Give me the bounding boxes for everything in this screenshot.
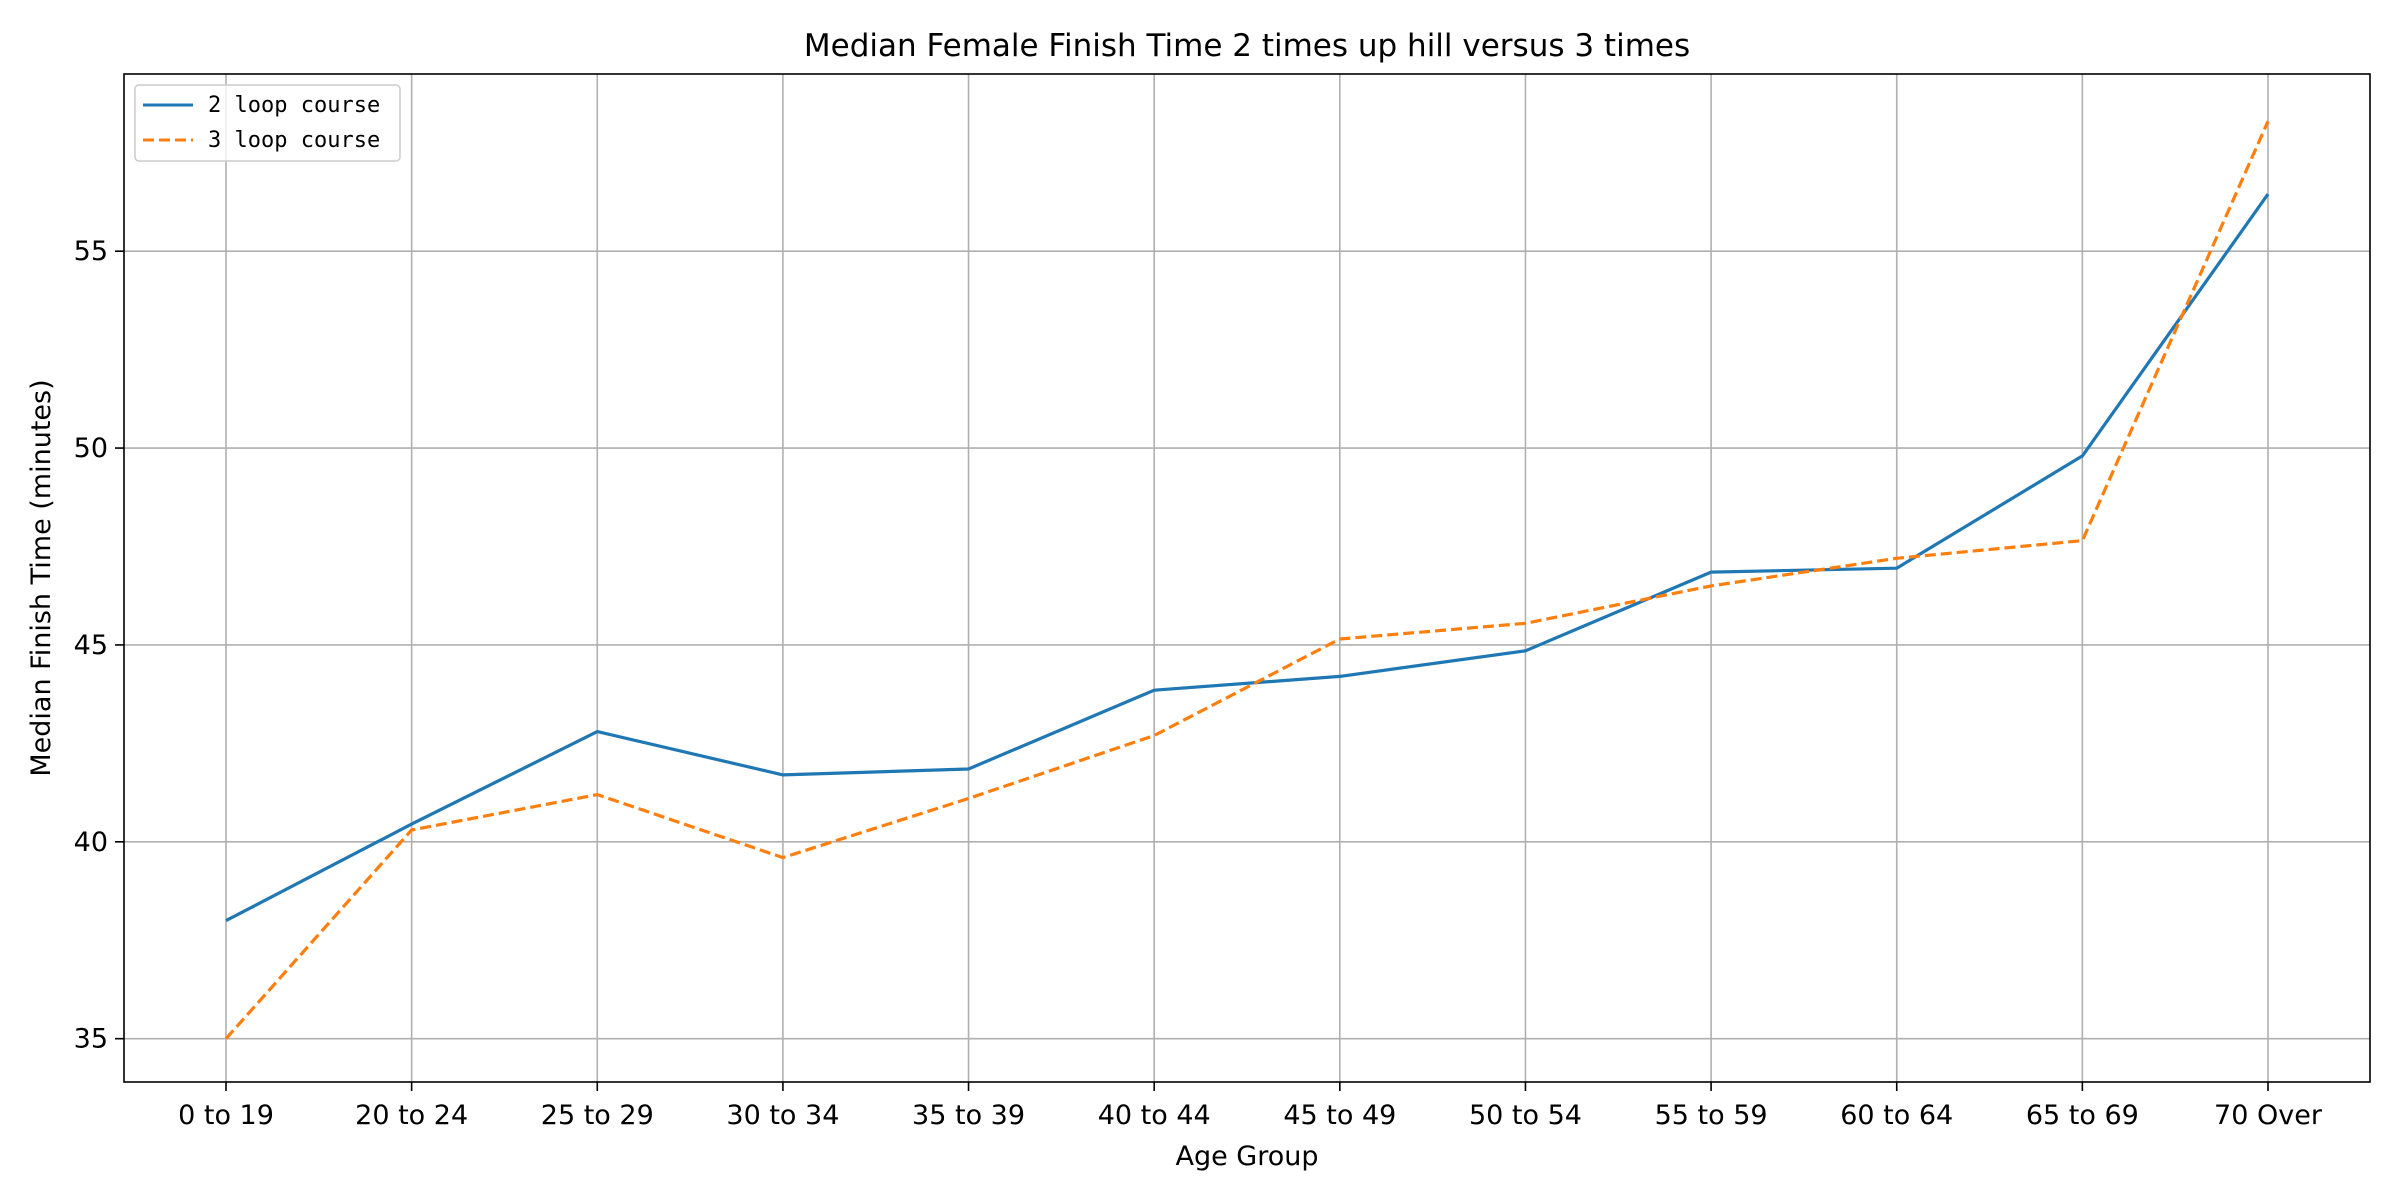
- y-tick-label: 35: [74, 1024, 108, 1055]
- x-tick-label: 60 to 64: [1840, 1100, 1953, 1131]
- legend-label-2-loop: 2 loop course: [208, 93, 380, 118]
- x-tick-label: 70 Over: [2214, 1100, 2323, 1131]
- axis-ticks: 0 to 19 20 to 24 25 to 29 30 to 34 35 to 39 4…: [74, 236, 2323, 1131]
- x-tick-label: 55 to 59: [1655, 1100, 1768, 1131]
- chart-title: Median Female Finish Time 2 times up hil…: [804, 28, 1690, 64]
- legend: 2 loop course 3 loop course: [134, 84, 401, 162]
- y-tick-label: 50: [74, 433, 108, 464]
- plot-frame: [123, 73, 2371, 1083]
- y-tick-label: 45: [74, 630, 108, 661]
- x-tick-label: 0 to 19: [178, 1100, 274, 1131]
- x-tick-label: 50 to 54: [1469, 1100, 1582, 1131]
- series-line-3-loop: [224, 120, 2270, 1040]
- legend-label-3-loop: 3 loop course: [208, 128, 380, 153]
- grid-lines: [124, 74, 2370, 1082]
- x-tick-label: 25 to 29: [541, 1100, 654, 1131]
- legend-box: [134, 84, 401, 162]
- y-tick-label: 40: [74, 827, 108, 858]
- x-tick-label: 65 to 69: [2026, 1100, 2139, 1131]
- x-tick-label: 45 to 49: [1283, 1100, 1396, 1131]
- x-axis-label: Age Group: [1175, 1141, 1318, 1172]
- series-lines: [224, 120, 2270, 1040]
- x-tick-label: 40 to 44: [1098, 1100, 1211, 1131]
- x-tick-label: 20 to 24: [355, 1100, 468, 1131]
- x-tick-label: 30 to 34: [726, 1100, 839, 1131]
- y-tick-label: 55: [74, 236, 108, 267]
- x-tick-label: 35 to 39: [912, 1100, 1025, 1131]
- series-line-2-loop: [225, 193, 2270, 923]
- y-axis-label: Median Finish Time (minutes): [26, 379, 57, 776]
